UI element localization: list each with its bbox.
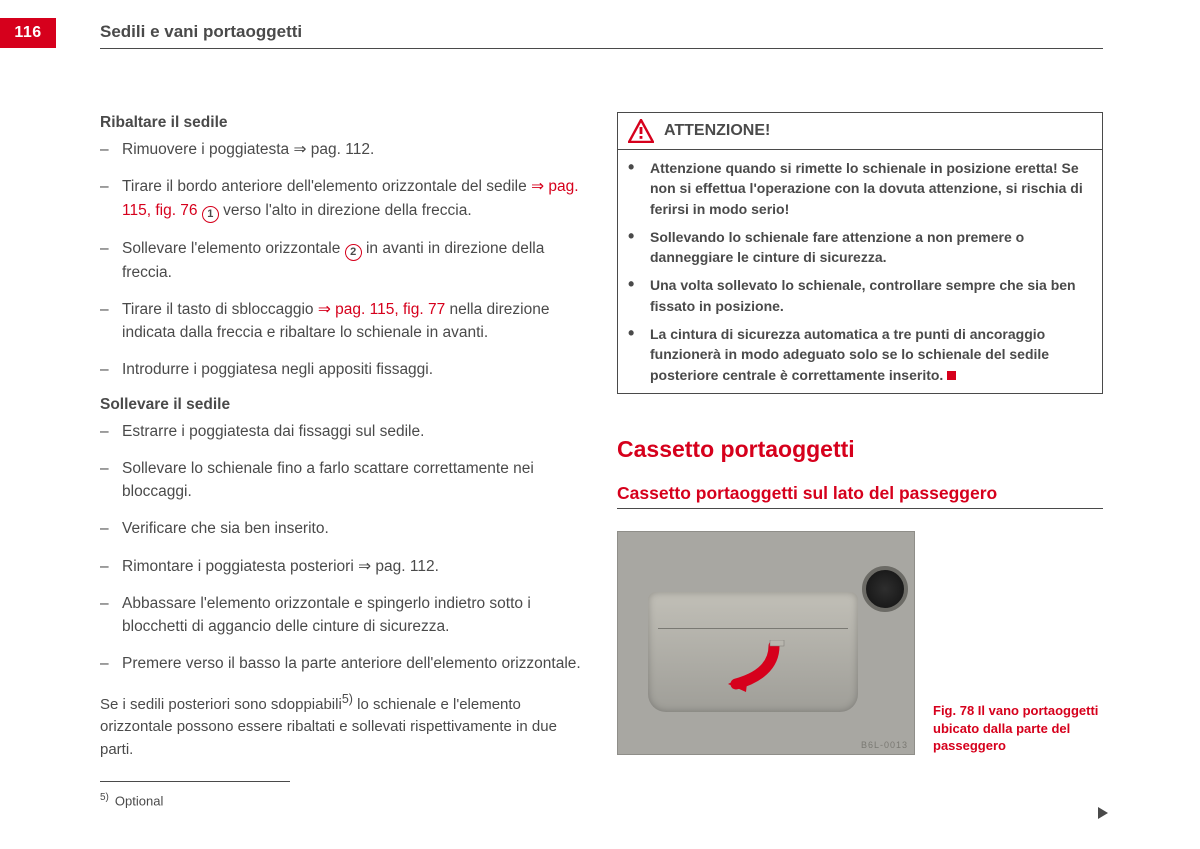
warning-header: ATTENZIONE! [618,113,1102,150]
list-item: – Premere verso il basso la parte anteri… [100,652,586,675]
list-item: – Tirare il tasto di sbloccaggio ⇒ pag. … [100,298,586,345]
list-text: Verificare che sia ben inserito. [122,517,586,540]
dash: – [100,175,110,222]
cross-reference: pag. 115, fig. 77 [331,301,445,318]
warning-box: ATTENZIONE! • Attenzione quando si rimet… [617,112,1103,394]
right-column: ATTENZIONE! • Attenzione quando si rimet… [617,112,1103,755]
dash: – [100,652,110,675]
warning-item: • Attenzione quando si rimette lo schien… [628,158,1092,219]
body-paragraph: Se i sedili posteriori sono sdoppiabili5… [100,690,586,762]
list-item: – Abbassare l'elemento orizzontale e spi… [100,592,586,639]
list-item: – Sollevare l'elemento orizzontale 2 in … [100,237,586,284]
warning-text: Attenzione quando si rimette lo schienal… [650,158,1092,219]
callout-2-icon: 2 [345,244,362,261]
list-text: Sollevare lo schienale fino a farlo scat… [122,457,586,504]
list-item: – Estrarre i poggiatesta dai fissaggi su… [100,420,586,443]
bullet-icon: • [628,158,638,219]
bullet-icon: • [628,275,638,316]
list-item: – Tirare il bordo anteriore dell'element… [100,175,586,222]
dash: – [100,517,110,540]
warning-title: ATTENZIONE! [664,122,770,140]
left-column: Ribaltare il sedile – Rimuovere i poggia… [100,106,586,808]
list-text: Rimuovere i poggiatesta ⇒ pag. 112. [122,138,586,161]
running-header: Sedili e vani portaoggetti [100,22,302,42]
dash: – [100,592,110,639]
heading-sollevare: Sollevare il sedile [100,396,586,414]
footnote: 5)Optional [100,792,586,808]
list-text: Rimontare i poggiatesta posteriori ⇒ pag… [122,555,586,578]
warning-text: Sollevando lo schienale fare attenzione … [650,227,1092,268]
dash: – [100,138,110,161]
dash: – [100,298,110,345]
dash: – [100,420,110,443]
bullet-icon: • [628,227,638,268]
list-item: – Introdurre i poggiatesa negli appositi… [100,358,586,381]
figure-image: B6L-0013 [617,531,915,755]
list-item: – Sollevare lo schienale fino a farlo sc… [100,457,586,504]
warning-item: • Sollevando lo schienale fare attenzion… [628,227,1092,268]
figure-caption: Fig. 78 Il vano portaoggetti ubicato dal… [933,702,1101,755]
page-number-tab: 116 [0,18,56,48]
heading-ribaltare: Ribaltare il sedile [100,114,586,132]
cross-reference: ⇒ [531,178,544,195]
continuation-arrow-icon [1098,807,1108,819]
end-marker-icon [947,371,956,380]
air-vent-graphic [862,566,908,612]
warning-triangle-icon [628,119,654,143]
list-text: Premere verso il basso la parte anterior… [122,652,586,675]
warning-text: La cintura di sicurezza automatica a tre… [650,324,1092,385]
warning-item: • Una volta sollevato lo schienale, cont… [628,275,1092,316]
list-text: Estrarre i poggiatesta dai fissaggi sul … [122,420,586,443]
list-text: Abbassare l'elemento orizzontale e sping… [122,592,586,639]
section-title: Cassetto portaoggetti [617,436,1103,463]
list-item: – Verificare che sia ben inserito. [100,517,586,540]
figure-block: B6L-0013 Fig. 78 Il vano portaoggetti ub… [617,531,1103,755]
warning-text: Una volta sollevato lo schienale, contro… [650,275,1092,316]
dash: – [100,457,110,504]
section-subtitle: Cassetto portaoggetti sul lato del passe… [617,483,1103,509]
list-item: – Rimontare i poggiatesta posteriori ⇒ p… [100,555,586,578]
header-rule [100,48,1103,49]
red-arrow-icon [728,640,792,701]
list-item: – Rimuovere i poggiatesta ⇒ pag. 112. [100,138,586,161]
dash: – [100,358,110,381]
list-text: Introdurre i poggiatesa negli appositi f… [122,358,586,381]
dash: – [100,555,110,578]
warning-item: • La cintura di sicurezza automatica a t… [628,324,1092,385]
list-text: Sollevare l'elemento orizzontale 2 in av… [122,237,586,284]
callout-1-icon: 1 [202,206,219,223]
list-text: Tirare il tasto di sbloccaggio ⇒ pag. 11… [122,298,586,345]
dash: – [100,237,110,284]
list-text: Tirare il bordo anteriore dell'elemento … [122,175,586,222]
bullet-icon: • [628,324,638,385]
footnote-rule [100,781,290,782]
figure-code: B6L-0013 [861,740,908,750]
cross-reference: ⇒ [318,301,331,318]
